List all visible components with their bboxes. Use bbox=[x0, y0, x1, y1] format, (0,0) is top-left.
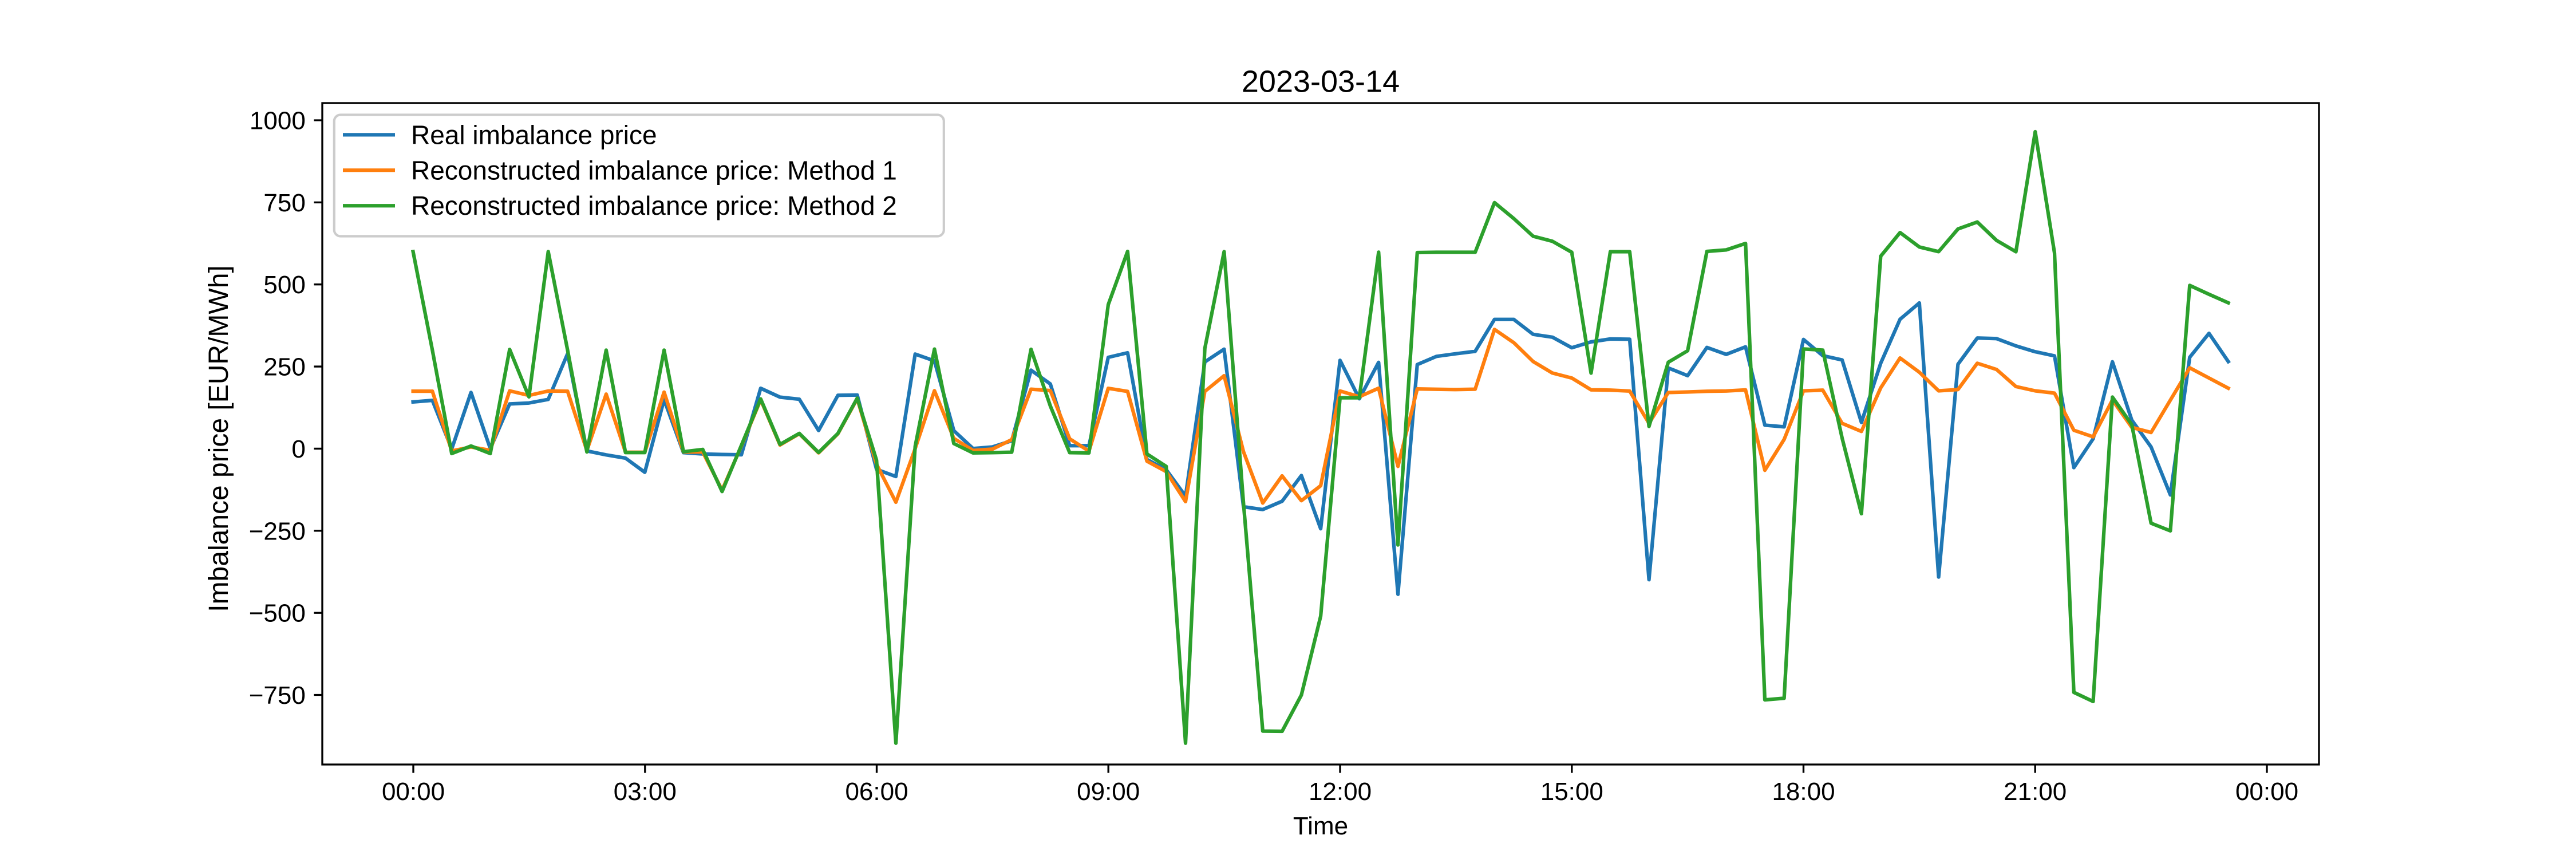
svg-text:−500: −500 bbox=[249, 600, 306, 628]
svg-text:−250: −250 bbox=[249, 517, 306, 545]
svg-text:00:00: 00:00 bbox=[382, 778, 445, 806]
svg-text:500: 500 bbox=[263, 271, 305, 299]
svg-text:06:00: 06:00 bbox=[845, 778, 908, 806]
svg-text:Real imbalance price: Real imbalance price bbox=[411, 120, 657, 149]
svg-text:12:00: 12:00 bbox=[1309, 778, 1372, 806]
svg-text:0: 0 bbox=[291, 435, 305, 463]
svg-text:Reconstructed imbalance price:: Reconstructed imbalance price: Method 1 bbox=[411, 155, 897, 185]
svg-text:18:00: 18:00 bbox=[1772, 778, 1835, 806]
svg-text:250: 250 bbox=[263, 353, 305, 381]
svg-text:09:00: 09:00 bbox=[1077, 778, 1140, 806]
svg-text:15:00: 15:00 bbox=[1540, 778, 1603, 806]
svg-text:00:00: 00:00 bbox=[2235, 778, 2298, 806]
svg-text:Time: Time bbox=[1293, 812, 1348, 840]
svg-text:1000: 1000 bbox=[250, 107, 306, 135]
svg-text:21:00: 21:00 bbox=[2004, 778, 2067, 806]
svg-text:03:00: 03:00 bbox=[614, 778, 677, 806]
svg-text:750: 750 bbox=[263, 189, 305, 217]
svg-text:−750: −750 bbox=[249, 681, 306, 710]
svg-text:Reconstructed imbalance price:: Reconstructed imbalance price: Method 2 bbox=[411, 191, 897, 220]
svg-text:2023-03-14: 2023-03-14 bbox=[1242, 65, 1400, 99]
svg-text:Imbalance price [EUR/MWh]: Imbalance price [EUR/MWh] bbox=[204, 265, 234, 612]
